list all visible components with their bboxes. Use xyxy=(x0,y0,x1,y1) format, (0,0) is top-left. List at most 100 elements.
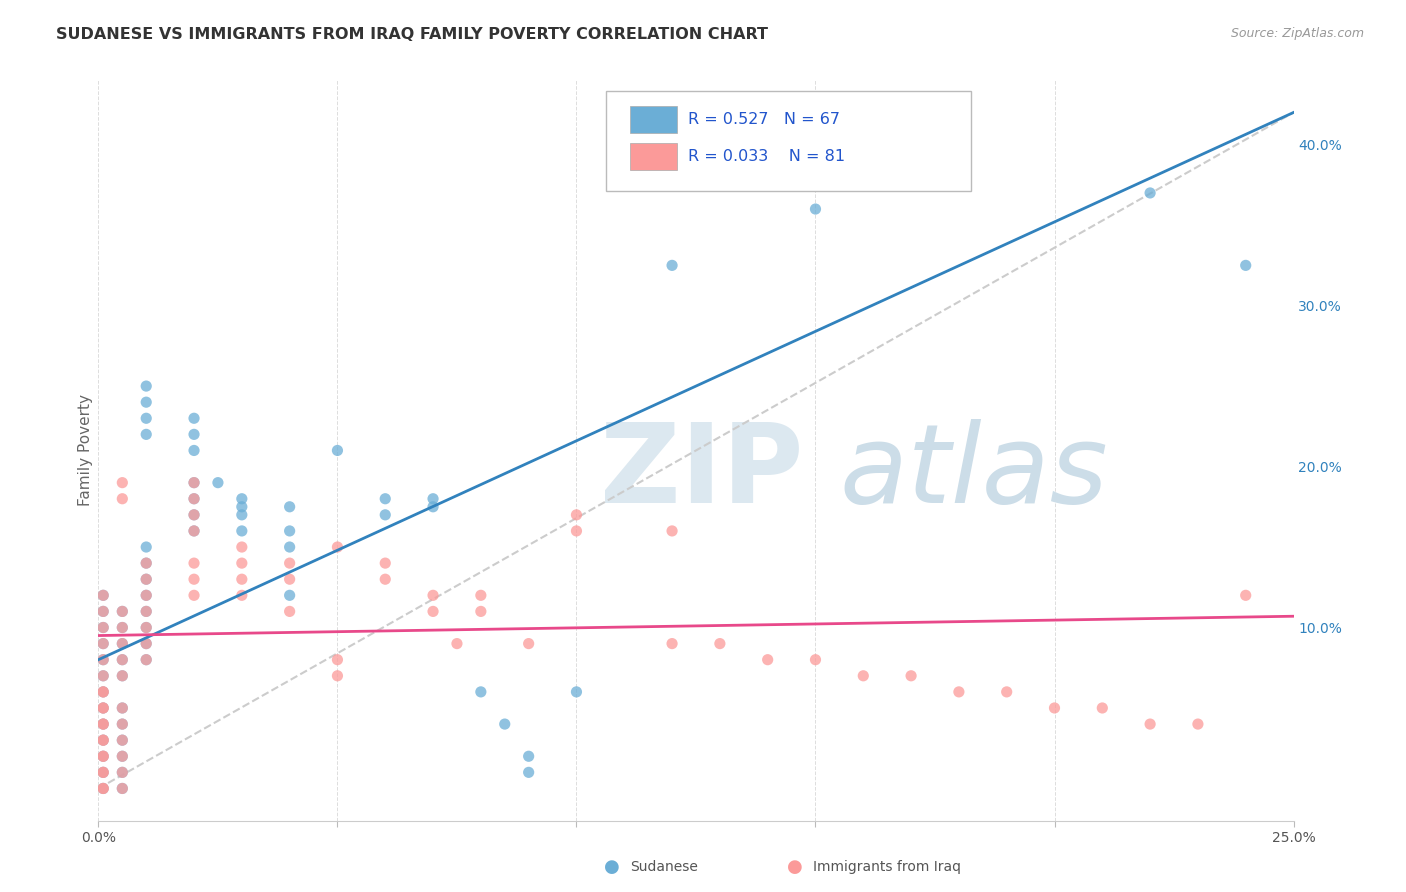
Point xyxy=(135,427,157,442)
Point xyxy=(565,685,588,699)
Point xyxy=(804,202,827,216)
Point xyxy=(111,653,134,667)
Point xyxy=(91,749,114,764)
Point xyxy=(91,604,114,618)
Point xyxy=(183,443,205,458)
Point xyxy=(422,604,444,618)
Point xyxy=(661,259,683,273)
Point xyxy=(278,540,301,554)
Point xyxy=(374,508,396,522)
FancyBboxPatch shape xyxy=(630,143,676,170)
Point xyxy=(278,500,301,514)
Text: ●: ● xyxy=(786,858,803,876)
Point xyxy=(91,669,114,683)
Point xyxy=(91,620,114,634)
Point xyxy=(1234,259,1257,273)
Point xyxy=(91,717,114,731)
Point xyxy=(91,588,114,602)
Point xyxy=(91,685,114,699)
Point xyxy=(183,427,205,442)
Point xyxy=(183,491,205,506)
Point xyxy=(374,556,396,570)
Point xyxy=(756,653,779,667)
Point xyxy=(135,604,157,618)
Point xyxy=(111,604,134,618)
Point xyxy=(111,620,134,634)
Point xyxy=(111,637,134,651)
Point xyxy=(661,524,683,538)
Text: R = 0.527   N = 67: R = 0.527 N = 67 xyxy=(688,112,839,127)
Point xyxy=(111,669,134,683)
Point xyxy=(231,556,253,570)
Point xyxy=(91,669,114,683)
Point xyxy=(111,733,134,747)
Point xyxy=(91,765,114,780)
Point xyxy=(135,588,157,602)
Point xyxy=(278,588,301,602)
FancyBboxPatch shape xyxy=(630,106,676,133)
Point xyxy=(517,637,540,651)
Point xyxy=(231,572,253,586)
Point xyxy=(111,669,134,683)
Point xyxy=(91,781,114,796)
Point xyxy=(91,749,114,764)
Point xyxy=(135,395,157,409)
Point xyxy=(231,500,253,514)
Point xyxy=(135,620,157,634)
Point xyxy=(111,620,134,634)
Point xyxy=(326,540,349,554)
Point xyxy=(374,491,396,506)
Point xyxy=(470,604,492,618)
Point xyxy=(111,781,134,796)
Point xyxy=(183,556,205,570)
Point xyxy=(661,637,683,651)
Point xyxy=(91,701,114,715)
Point xyxy=(183,508,205,522)
Point xyxy=(91,717,114,731)
Point xyxy=(91,588,114,602)
Point xyxy=(135,556,157,570)
Point xyxy=(183,475,205,490)
Point xyxy=(1139,186,1161,200)
Point xyxy=(709,637,731,651)
Point xyxy=(207,475,229,490)
Point xyxy=(422,491,444,506)
Point xyxy=(91,717,114,731)
Point xyxy=(135,653,157,667)
Point xyxy=(111,637,134,651)
Point xyxy=(183,508,205,522)
Point xyxy=(900,669,922,683)
Point xyxy=(326,653,349,667)
Point xyxy=(231,588,253,602)
Point xyxy=(135,379,157,393)
Point xyxy=(183,572,205,586)
Point xyxy=(91,685,114,699)
Point xyxy=(111,717,134,731)
Point xyxy=(852,669,875,683)
Point xyxy=(111,653,134,667)
Y-axis label: Family Poverty: Family Poverty xyxy=(77,394,93,507)
Point xyxy=(183,411,205,425)
Point xyxy=(91,749,114,764)
Point xyxy=(135,588,157,602)
Point xyxy=(91,781,114,796)
Point xyxy=(111,733,134,747)
Point xyxy=(91,620,114,634)
Point xyxy=(517,749,540,764)
Point xyxy=(231,540,253,554)
Point xyxy=(1139,717,1161,731)
Point xyxy=(111,717,134,731)
Point xyxy=(1234,588,1257,602)
Point xyxy=(804,653,827,667)
Point xyxy=(91,637,114,651)
Point xyxy=(422,588,444,602)
Point xyxy=(91,604,114,618)
Point xyxy=(422,500,444,514)
Point xyxy=(326,669,349,683)
Point xyxy=(183,524,205,538)
Point xyxy=(135,572,157,586)
Point xyxy=(135,604,157,618)
Text: Source: ZipAtlas.com: Source: ZipAtlas.com xyxy=(1230,27,1364,40)
Point xyxy=(111,701,134,715)
Point xyxy=(135,556,157,570)
